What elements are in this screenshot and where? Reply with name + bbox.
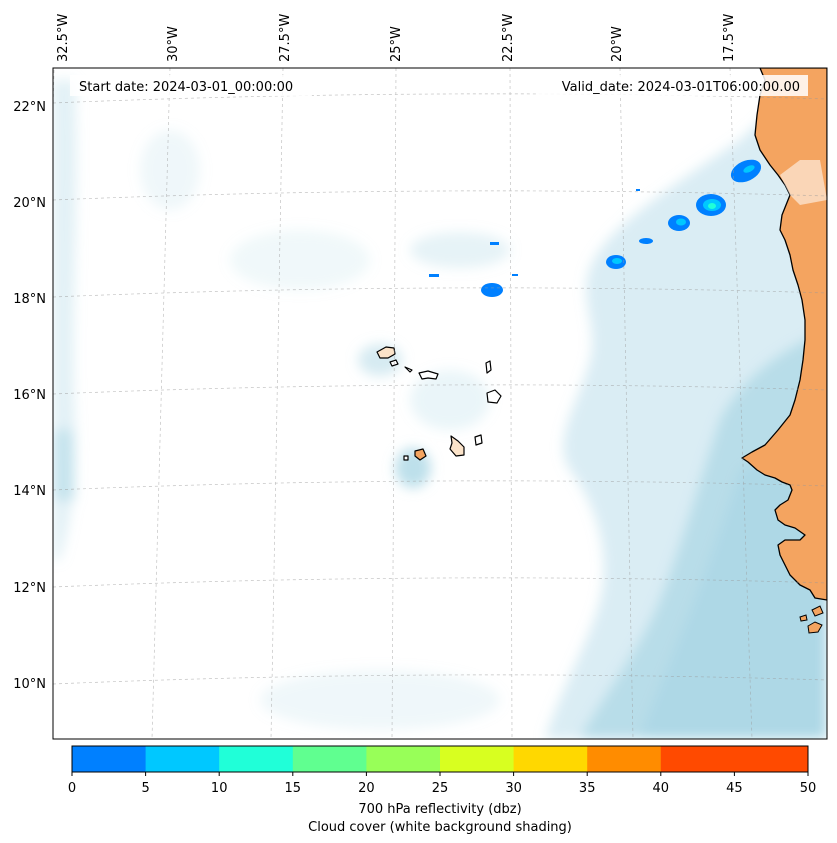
colorbar-sublabel: Cloud cover (white background shading) [308,820,572,835]
parallel-line [53,190,827,201]
colorbar-swatches [72,746,809,772]
colorbar-ticks: 0 5 10 15 20 25 30 35 40 45 50 [68,772,816,796]
sao-nicolau-island [418,370,439,380]
valid-date-box [538,75,808,96]
brava-island [403,455,409,461]
parallel-line [53,674,827,685]
start-date-box [70,75,312,96]
echo [512,274,518,276]
colorbar-tick-label: 15 [285,781,302,796]
lon-label: 30°W [166,26,181,62]
colorbar-tick-label: 25 [432,781,449,796]
map-frame [52,67,828,740]
santa-luzia-island [404,366,413,373]
colorbar-tick-label: 50 [800,781,817,796]
meridian-line [619,68,634,739]
parallel-line [53,287,827,298]
africa-landmass [741,68,827,634]
meridian-line [270,68,284,739]
meridian-line [53,69,55,127]
colorbar-swatch [366,746,441,772]
colorbar-tick-label: 35 [579,781,596,796]
lon-label: 17.5°W [722,14,737,62]
map-content [53,68,827,739]
echo [639,238,653,244]
start-date-label: Start date: 2024-03-01_00:00:00 [79,80,293,95]
lat-label: 14°N [13,484,46,499]
santo-antao-island [376,346,396,359]
lon-label: 32.5°W [56,14,71,62]
boa-vista-island [486,389,502,404]
lat-label: 16°N [13,388,46,403]
maio-island [474,434,483,446]
valid-date-label: Valid_date: 2024-03-01T06:00:00.00 [562,80,800,95]
longitude-labels: 32.5°W 30°W 27.5°W 25°W 22.5°W 20°W 17.5… [56,14,737,62]
colorbar-swatch [587,746,662,772]
echo-core [708,203,716,209]
colorbar-swatch [440,746,515,772]
colorbar-swatch [72,746,147,772]
latitude-labels: 22°N 20°N 18°N 16°N 14°N 12°N 10°N [13,100,46,692]
lat-label: 10°N [13,677,46,692]
lon-label: 20°W [610,26,625,62]
santiago-island [449,435,465,457]
echo-core [743,165,755,173]
echo [481,283,503,297]
meridian-line [151,68,171,739]
lon-label: 27.5°W [278,14,293,62]
fogo-island [414,448,427,461]
colorbar-tick-label: 45 [726,781,743,796]
echo [429,274,439,277]
lat-label: 20°N [13,196,46,211]
reflectivity-echoes [429,159,762,297]
colorbar-tick-label: 0 [68,781,76,796]
meridian-line [391,68,397,739]
graticule [53,68,827,739]
echo-core [612,258,622,264]
lat-label: 18°N [13,292,46,307]
meridian-line [729,68,753,739]
colorbar-tick-label: 20 [358,781,375,796]
colorbar-tick-label: 40 [653,781,670,796]
reflectivity-colorbar: 0 5 10 15 20 25 30 35 40 45 50 700 hPa reflectivit… [68,745,816,835]
lon-label: 25°W [389,26,404,62]
colorbar-swatch [292,746,367,772]
lat-label: 22°N [13,100,46,115]
cape-verde-islands [376,346,502,461]
parallel-line [53,577,827,588]
colorbar-swatch [145,746,220,772]
colorbar-swatch [660,746,735,772]
colorbar-swatch [219,746,294,772]
parallel-line [53,93,827,104]
colorbar-tick-label: 30 [505,781,522,796]
echo [490,242,499,245]
colorbar-tick-label: 10 [211,781,228,796]
colorbar-tick-label: 5 [141,781,149,796]
echo-core [676,218,686,226]
parallel-line [53,384,827,395]
sal-island [485,360,492,374]
colorbar-swatch [734,746,809,772]
lon-label: 22.5°W [501,14,516,62]
lat-label: 12°N [13,581,46,596]
parallel-line [53,480,827,491]
meridian-line [509,68,513,739]
colorbar-swatch [513,746,588,772]
colorbar-label: 700 hPa reflectivity (dbz) [358,802,521,817]
echo [636,189,640,191]
